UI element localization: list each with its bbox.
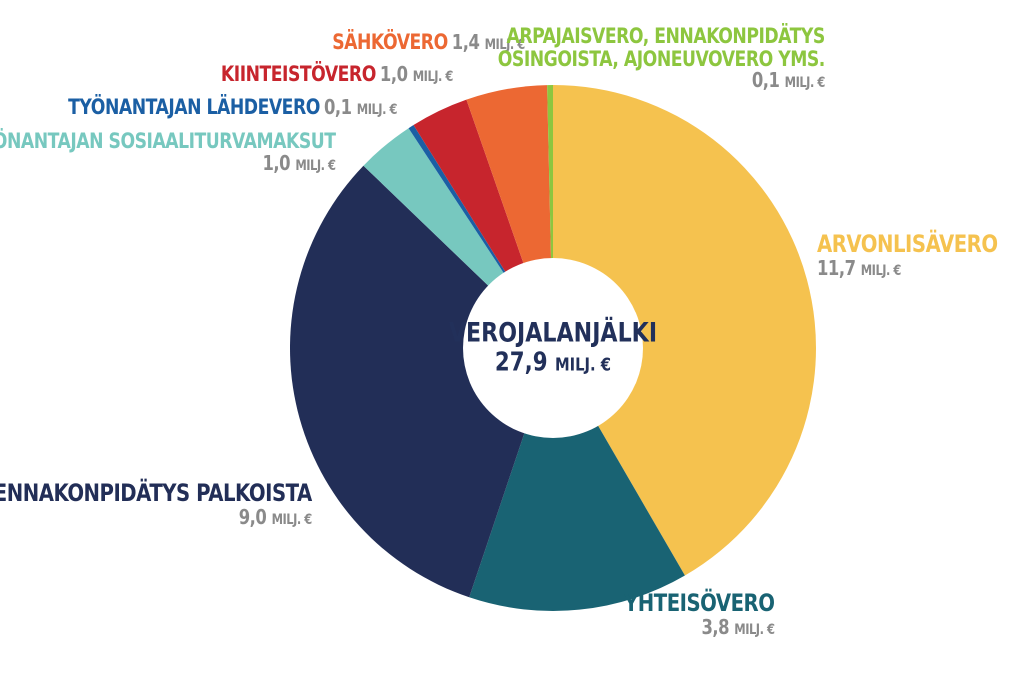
center-total: 27,9 MILJ. € xyxy=(449,347,657,379)
pie-slice-2 xyxy=(289,165,553,598)
slice-label-line-2: OSINGOISTA, AJONEUVOVERO YMS. xyxy=(497,46,826,71)
center-value: 27,9 xyxy=(494,347,548,378)
center-label: VEROJALANJÄLKI 27,9 MILJ. € xyxy=(449,318,657,379)
label-arvonlisavero: ARVONLISÄVERO 11,7 MILJ. € xyxy=(817,230,998,280)
slice-value: 0,1 MILJ. € xyxy=(751,68,825,93)
slice-label: KIINTEISTÖVERO xyxy=(220,62,376,86)
label-yhteisovero: YHTEISÖVERO 3,8 MILJ. € xyxy=(623,589,775,639)
slice-label: ARVONLISÄVERO xyxy=(817,230,998,258)
slice-value: 1,4 MILJ. € xyxy=(451,30,525,54)
slice-value: 3,8 MILJ. € xyxy=(700,614,774,639)
slice-label-line-1: ARPAJAISVERO, ENNAKONPIDÄTYS xyxy=(506,24,826,48)
label-sosiaaliturvamaksut: TYÖNANTAJAN SOSIAALITURVAMAKSUT 1,0 MILJ… xyxy=(0,130,336,174)
slice-value: 1,0 MILJ. € xyxy=(379,62,453,86)
slice-value: 9,0 MILJ. € xyxy=(238,504,312,529)
donut-hole xyxy=(463,258,643,438)
center-unit: MILJ. € xyxy=(554,354,612,376)
slice-label: ENNAKONPIDÄTYS PALKOISTA xyxy=(0,479,312,507)
slice-value: 0,1 MILJ. € xyxy=(323,95,397,119)
center-title: VEROJALANJÄLKI xyxy=(448,317,658,349)
slice-label: TYÖNANTAJAN SOSIAALITURVAMAKSUT xyxy=(0,129,336,153)
pie-slice-1 xyxy=(469,348,685,612)
label-kiinteistovero: KIINTEISTÖVERO 1,0 MILJ. € xyxy=(220,62,454,86)
label-sahkovero: SÄHKÖVERO 1,4 MILJ. € xyxy=(332,31,525,54)
slice-value: 1,0 MILJ. € xyxy=(262,150,336,175)
label-lahdevero: TYÖNANTAJAN LÄHDEVERO 0,1 MILJ. € xyxy=(68,96,397,119)
slice-label: YHTEISÖVERO xyxy=(623,589,775,617)
slices-group xyxy=(289,85,816,612)
pie-slice-0 xyxy=(553,85,816,576)
slice-label: SÄHKÖVERO xyxy=(332,30,448,54)
slice-label: TYÖNANTAJAN LÄHDEVERO xyxy=(68,95,320,119)
label-ennakonpidatys-palkoista: ENNAKONPIDÄTYS PALKOISTA 9,0 MILJ. € xyxy=(0,479,312,529)
label-arpajaisvero-yms: ARPAJAISVERO, ENNAKONPIDÄTYS OSINGOISTA,… xyxy=(497,24,826,93)
slice-value: 11,7 MILJ. € xyxy=(817,255,901,280)
